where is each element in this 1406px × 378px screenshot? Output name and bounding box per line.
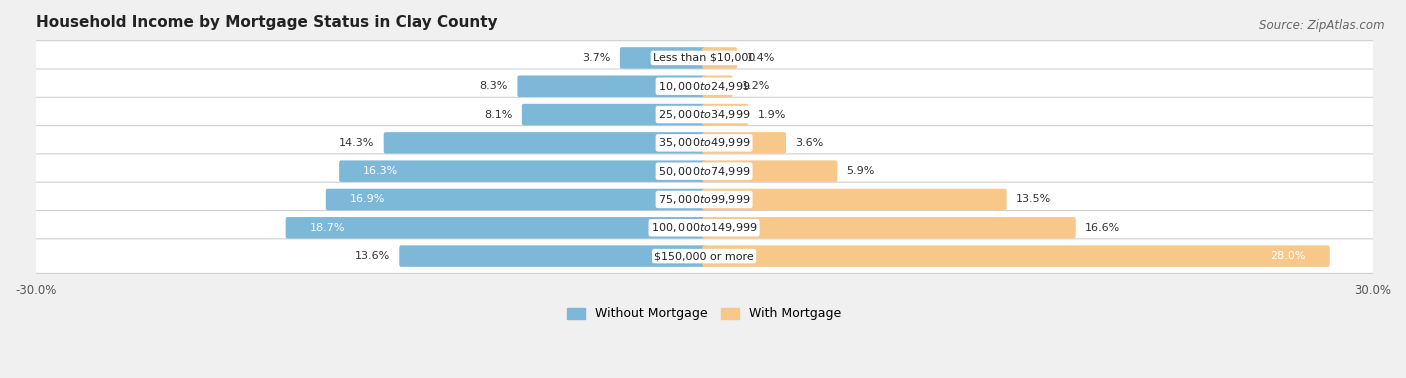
FancyBboxPatch shape [32,182,1376,217]
Text: 3.7%: 3.7% [582,53,610,63]
Text: Less than $10,000: Less than $10,000 [652,53,755,63]
FancyBboxPatch shape [32,154,1376,189]
FancyBboxPatch shape [703,245,1330,267]
Text: 5.9%: 5.9% [846,166,875,176]
Text: 16.9%: 16.9% [350,195,385,204]
FancyBboxPatch shape [703,104,748,125]
FancyBboxPatch shape [32,41,1376,75]
FancyBboxPatch shape [620,47,706,69]
Text: 16.6%: 16.6% [1085,223,1121,233]
Text: Source: ZipAtlas.com: Source: ZipAtlas.com [1260,19,1385,32]
Text: 28.0%: 28.0% [1270,251,1306,261]
FancyBboxPatch shape [703,217,1076,239]
FancyBboxPatch shape [32,97,1376,132]
FancyBboxPatch shape [517,76,706,97]
FancyBboxPatch shape [32,69,1376,104]
Legend: Without Mortgage, With Mortgage: Without Mortgage, With Mortgage [561,302,846,325]
Text: 13.6%: 13.6% [354,251,389,261]
FancyBboxPatch shape [703,132,786,153]
FancyBboxPatch shape [703,76,733,97]
Text: $150,000 or more: $150,000 or more [654,251,754,261]
FancyBboxPatch shape [399,245,706,267]
FancyBboxPatch shape [522,104,706,125]
FancyBboxPatch shape [703,160,838,182]
FancyBboxPatch shape [32,211,1376,245]
Text: 16.3%: 16.3% [363,166,398,176]
Text: 1.4%: 1.4% [747,53,775,63]
FancyBboxPatch shape [384,132,706,153]
FancyBboxPatch shape [285,217,706,239]
FancyBboxPatch shape [326,189,706,210]
Text: $100,000 to $149,999: $100,000 to $149,999 [651,221,758,234]
Text: 1.9%: 1.9% [758,110,786,119]
FancyBboxPatch shape [339,160,706,182]
FancyBboxPatch shape [703,47,737,69]
FancyBboxPatch shape [32,239,1376,273]
Text: 8.1%: 8.1% [484,110,512,119]
Text: 3.6%: 3.6% [796,138,824,148]
Text: $75,000 to $99,999: $75,000 to $99,999 [658,193,751,206]
Text: 18.7%: 18.7% [309,223,346,233]
Text: 8.3%: 8.3% [479,81,508,91]
Text: $50,000 to $74,999: $50,000 to $74,999 [658,165,751,178]
Text: 13.5%: 13.5% [1017,195,1052,204]
Text: $10,000 to $24,999: $10,000 to $24,999 [658,80,751,93]
Text: $25,000 to $34,999: $25,000 to $34,999 [658,108,751,121]
Text: Household Income by Mortgage Status in Clay County: Household Income by Mortgage Status in C… [35,15,498,30]
Text: 14.3%: 14.3% [339,138,374,148]
Text: 1.2%: 1.2% [742,81,770,91]
FancyBboxPatch shape [32,125,1376,160]
FancyBboxPatch shape [703,189,1007,210]
Text: $35,000 to $49,999: $35,000 to $49,999 [658,136,751,149]
